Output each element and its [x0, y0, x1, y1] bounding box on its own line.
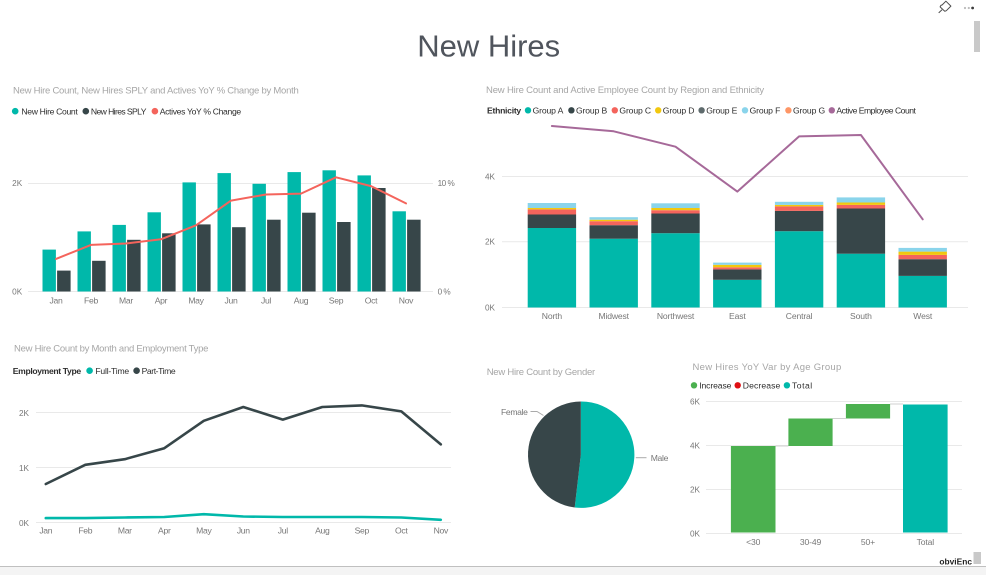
svg-text:2K: 2K	[485, 238, 496, 247]
svg-text:May: May	[196, 526, 212, 536]
svg-text:Group E: Group E	[706, 106, 737, 116]
svg-text:Group F: Group F	[750, 106, 781, 116]
svg-text:Group D: Group D	[663, 106, 695, 116]
svg-text:New Hires: New Hires	[417, 29, 560, 64]
svg-text:Sep: Sep	[329, 296, 344, 306]
svg-text:2K: 2K	[19, 409, 30, 418]
svg-text:Mar: Mar	[119, 296, 133, 306]
svg-text:Nov: Nov	[434, 526, 449, 536]
svg-text:Active Employee Count: Active Employee Count	[836, 106, 916, 116]
svg-text:30-49: 30-49	[800, 537, 822, 547]
svg-text:Jun: Jun	[237, 526, 250, 536]
svg-text:Apr: Apr	[155, 296, 168, 306]
svg-text:New Hire Count: New Hire Count	[21, 107, 78, 117]
svg-text:Group B: Group B	[576, 106, 607, 116]
svg-text:Male: Male	[651, 453, 669, 463]
svg-text:South: South	[850, 311, 872, 321]
svg-text:New Hire Count, New Hires SPLY: New Hire Count, New Hires SPLY and Activ…	[13, 86, 299, 97]
svg-text:Sep: Sep	[355, 526, 370, 536]
svg-text:50+: 50+	[861, 537, 875, 547]
svg-text:obviEnc: obviEnc	[939, 557, 972, 567]
svg-text:Total: Total	[792, 381, 813, 391]
svg-text:East: East	[729, 311, 746, 321]
svg-text:Nov: Nov	[399, 296, 414, 306]
svg-text:4K: 4K	[690, 441, 701, 450]
svg-text:Central: Central	[786, 311, 813, 321]
svg-text:North: North	[542, 311, 563, 321]
svg-text:New Hire Count by Gender: New Hire Count by Gender	[487, 367, 595, 378]
svg-text:New Hire Count by Month and Em: New Hire Count by Month and Employment T…	[14, 344, 208, 355]
svg-text:10 %: 10 %	[438, 179, 455, 188]
svg-text:May: May	[188, 296, 204, 306]
svg-text:2K: 2K	[12, 179, 23, 188]
svg-text:Actives YoY % Change: Actives YoY % Change	[160, 107, 242, 117]
svg-text:4K: 4K	[485, 172, 496, 181]
svg-text:Aug: Aug	[294, 296, 309, 306]
svg-text:6K: 6K	[690, 397, 701, 406]
svg-text:Feb: Feb	[78, 526, 92, 536]
svg-text:Apr: Apr	[158, 526, 171, 536]
svg-text:New Hires YoY Var by Age Group: New Hires YoY Var by Age Group	[693, 362, 842, 373]
svg-text:0K: 0K	[485, 303, 496, 312]
svg-text:Oct: Oct	[395, 526, 408, 536]
svg-text:Group A: Group A	[533, 106, 564, 116]
svg-text:Part-Time: Part-Time	[142, 366, 176, 376]
svg-text:Total: Total	[917, 537, 935, 547]
svg-text:Feb: Feb	[84, 296, 98, 306]
svg-text:Aug: Aug	[315, 526, 330, 536]
svg-text:Ethnicity: Ethnicity	[487, 106, 521, 116]
svg-text:Employment Type: Employment Type	[13, 366, 82, 376]
svg-text:Female: Female	[501, 407, 528, 417]
svg-text:Mar: Mar	[118, 526, 132, 536]
svg-text:Group G: Group G	[793, 106, 825, 116]
svg-text:Jul: Jul	[261, 296, 271, 306]
svg-text:1K: 1K	[19, 464, 30, 473]
svg-text:Jun: Jun	[225, 296, 238, 306]
svg-text:Jan: Jan	[39, 526, 52, 536]
svg-text:Midwest: Midwest	[598, 311, 629, 321]
svg-text:0K: 0K	[19, 519, 30, 528]
svg-text:Full-Time: Full-Time	[95, 366, 129, 376]
svg-text:Group C: Group C	[619, 106, 651, 116]
svg-text:0 %: 0 %	[438, 287, 451, 296]
svg-text:Increase: Increase	[699, 381, 731, 391]
svg-text:West: West	[913, 311, 933, 321]
svg-text:Oct: Oct	[365, 296, 378, 306]
svg-text:Jan: Jan	[50, 296, 63, 306]
svg-text:New Hire Count and Active Empl: New Hire Count and Active Employee Count…	[486, 85, 764, 96]
svg-text:0K: 0K	[12, 287, 23, 296]
svg-text:<30: <30	[746, 537, 760, 547]
svg-text:Northwest: Northwest	[657, 311, 695, 321]
svg-text:New Hires SPLY: New Hires SPLY	[91, 107, 147, 117]
svg-text:Jul: Jul	[278, 526, 288, 536]
svg-text:2K: 2K	[690, 485, 701, 494]
svg-text:0K: 0K	[690, 529, 701, 538]
svg-text:Decrease: Decrease	[743, 381, 781, 391]
